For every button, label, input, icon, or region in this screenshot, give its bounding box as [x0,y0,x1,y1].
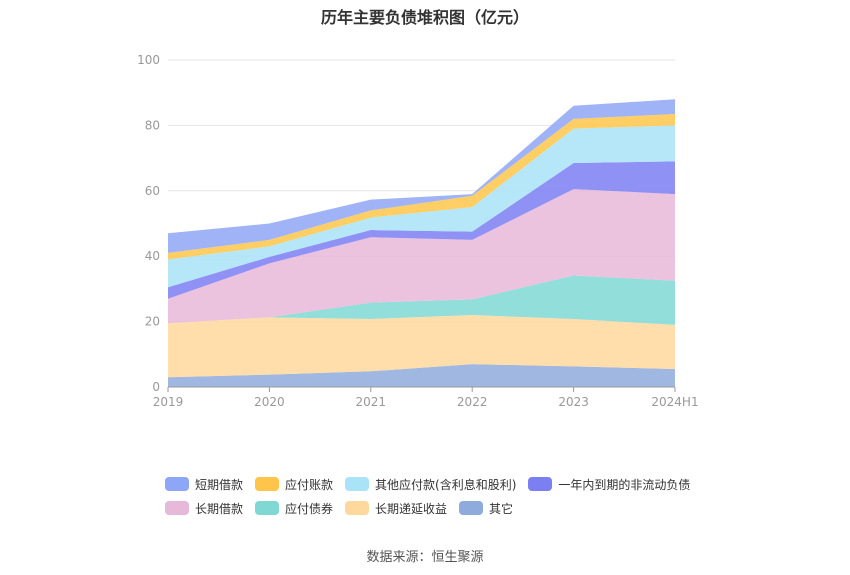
legend-label: 短期借款 [195,477,244,492]
area-series-0[interactable] [168,364,675,387]
legend-item[interactable]: 其他应付款(含利息和股利) [345,476,516,493]
chart-title: 历年主要负债堆积图（亿元） [320,8,529,27]
legend-item[interactable]: 应付债券 [255,500,333,517]
legend-label: 其他应付款(含利息和股利) [375,477,517,492]
legend-item[interactable]: 短期借款 [165,476,243,493]
legend-row: 短期借款 应付账款 其他应付款(含利息和股利) 一年内到期的非流动负债 [165,472,725,496]
area-series-1[interactable] [168,315,675,378]
area-series-7[interactable] [168,99,675,253]
y-tick-label: 80 [145,118,160,132]
area-series-4[interactable] [168,161,675,299]
legend-swatch [528,477,553,491]
legend-item[interactable]: 长期借款 [165,500,243,517]
y-tick-label: 40 [145,249,160,263]
legend-swatch [345,477,370,491]
area-series-5[interactable] [168,125,675,288]
area-series-3[interactable] [168,189,675,324]
x-tick-label: 2024H1 [651,395,698,409]
legend-label: 应付债券 [285,501,334,516]
legend: 短期借款 应付账款 其他应付款(含利息和股利) 一年内到期的非流动负债长期借款 应付债券… [165,472,725,520]
x-tick-label: 2023 [558,395,589,409]
area-series-2[interactable] [168,275,675,325]
y-tick-label: 60 [145,184,160,198]
legend-swatch [165,477,189,491]
legend-swatch [255,501,280,515]
legend-swatch [459,501,484,515]
x-tick-label: 2019 [153,395,184,409]
x-tick-label: 2020 [254,395,285,409]
legend-item[interactable]: 其它 [459,500,513,517]
area-layer [168,99,675,387]
y-tick-label: 0 [152,380,160,394]
legend-swatch [345,501,370,515]
x-tick-label: 2022 [457,395,488,409]
legend-label: 长期借款 [195,501,244,516]
legend-label: 其它 [489,501,514,516]
data-source: 数据来源：恒生聚源 [366,550,484,565]
legend-swatch [255,477,280,491]
axis-layer: 0 20 40 60 80 100 2019 2020 2021 2022 2023 2024H1 [137,53,699,409]
legend-label: 长期递延收益 [375,501,448,516]
x-tick-label: 2021 [356,395,387,409]
stacked-area-chart: 0 20 40 60 80 100 2019 2020 2021 2022 2023 2024H1 [137,53,699,409]
legend-label: 一年内到期的非流动负债 [558,477,691,492]
legend-label: 应付账款 [285,477,334,492]
legend-item[interactable]: 应付账款 [255,476,333,493]
legend-swatch [165,501,189,515]
y-tick-label: 100 [137,53,160,67]
legend-item[interactable]: 一年内到期的非流动负债 [528,476,690,493]
legend-row: 长期借款 应付债券 长期递延收益 其它 [165,496,725,520]
legend-item[interactable]: 长期递延收益 [345,500,447,517]
y-tick-label: 20 [145,315,160,329]
